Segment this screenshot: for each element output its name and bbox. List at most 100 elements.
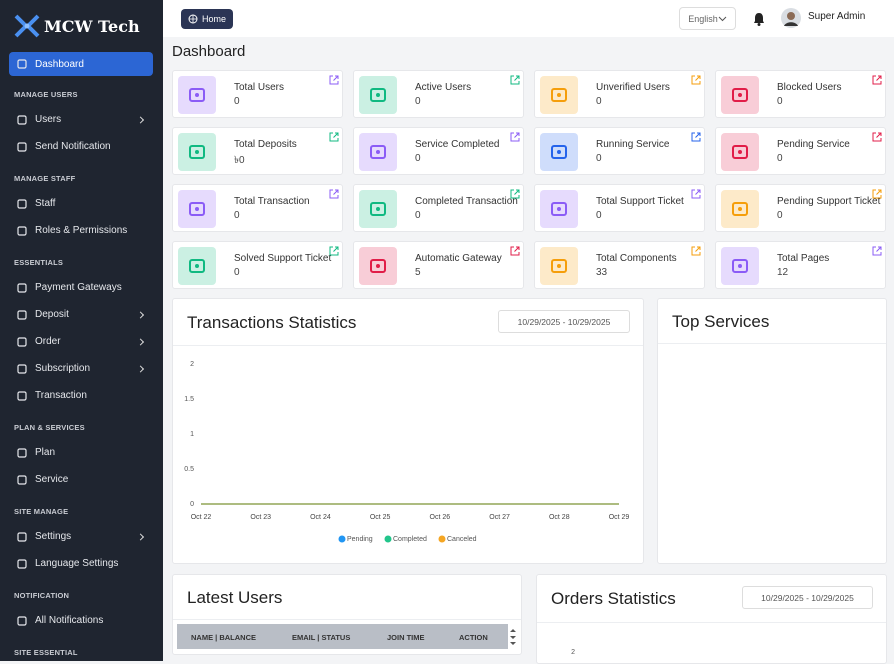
card-link[interactable] <box>329 189 339 199</box>
column-header: ACTION <box>459 633 488 642</box>
icon-dot <box>557 264 561 268</box>
card-icon <box>540 247 578 285</box>
card-icon <box>178 190 216 228</box>
legend-label: Canceled <box>447 536 477 543</box>
menu-item[interactable]: Users <box>9 106 153 133</box>
card-link[interactable] <box>691 246 701 256</box>
icon-shape <box>17 282 27 293</box>
card-label: Active Users <box>415 82 472 93</box>
x-tick-label: Oct 25 <box>370 514 391 521</box>
card-link[interactable] <box>510 75 520 85</box>
menu-icon <box>17 390 27 401</box>
brand: MCW Tech <box>14 12 140 40</box>
menu-icon <box>17 141 27 152</box>
stat-card: Total Transaction 0 <box>172 184 343 232</box>
menu-item[interactable]: Settings <box>9 523 153 550</box>
card-link[interactable] <box>510 189 520 199</box>
card-icon <box>540 133 578 171</box>
link-glyph <box>872 189 882 199</box>
card-value: 0 <box>777 96 783 107</box>
language-label: English <box>688 13 718 24</box>
card-icon <box>359 190 397 228</box>
menu-item[interactable]: Deposit <box>9 301 153 328</box>
card-link[interactable] <box>510 246 520 256</box>
icon-shape <box>17 531 27 542</box>
card-link[interactable] <box>691 189 701 199</box>
menu-item[interactable]: Language Settings <box>9 550 153 577</box>
scroll-arrows[interactable] <box>509 627 517 647</box>
home-button[interactable]: Home <box>181 9 234 29</box>
card-icon <box>721 247 759 285</box>
menu-item[interactable]: Transaction <box>9 382 153 409</box>
orders-panel: Orders Statistics 10/29/2025 - 10/29/202… <box>536 574 887 664</box>
menu-item[interactable]: Roles & Permissions <box>9 217 153 244</box>
menu-icon <box>17 282 27 293</box>
page-title: Dashboard <box>172 43 246 60</box>
icon-glyph <box>189 88 205 102</box>
card-link[interactable] <box>691 75 701 85</box>
menu-section: MANAGE USERS <box>14 90 78 99</box>
icon-glyph <box>189 202 205 216</box>
menu-icon <box>17 309 27 320</box>
y-tick-label: 2 <box>190 361 194 368</box>
menu-icon <box>17 59 27 69</box>
user-name[interactable]: Super Admin <box>808 11 866 22</box>
card-link[interactable] <box>329 75 339 85</box>
card-label: Total Support Ticket <box>596 196 684 207</box>
card-value: 0 <box>234 210 240 221</box>
card-value: ৳0 <box>234 155 245 166</box>
date-range[interactable]: 10/29/2025 - 10/29/2025 <box>498 310 630 333</box>
card-label: Total Users <box>234 82 285 93</box>
card-link[interactable] <box>872 246 882 256</box>
link-glyph <box>691 75 701 85</box>
card-link[interactable] <box>872 189 882 199</box>
y-tick-label: 1.5 <box>184 396 194 403</box>
icon-shape <box>17 615 27 626</box>
menu-section: MANAGE STAFF <box>14 174 76 183</box>
table-header: NAME | BALANCE EMAIL | STATUS JOIN TIME ACT… <box>177 624 508 649</box>
icon-glyph <box>551 88 567 102</box>
link-glyph <box>691 189 701 199</box>
card-value: 0 <box>234 96 240 107</box>
card-link[interactable] <box>329 246 339 256</box>
menu-item[interactable]: Dashboard <box>9 52 153 76</box>
card-value: 33 <box>596 267 608 278</box>
card-value: 0 <box>596 210 602 221</box>
icon-dot <box>376 150 380 154</box>
menu-item[interactable]: Staff <box>9 190 153 217</box>
stat-card: Total Components 33 <box>534 241 705 289</box>
language-select[interactable]: English <box>679 7 736 30</box>
brand-logo <box>14 14 40 38</box>
icon-shape <box>17 59 27 69</box>
card-value: 0 <box>777 153 783 164</box>
card-link[interactable] <box>872 75 882 85</box>
icon-glyph <box>370 88 386 102</box>
card-icon <box>721 190 759 228</box>
card-link[interactable] <box>872 132 882 142</box>
link-glyph <box>872 75 882 85</box>
menu-item[interactable]: Subscription <box>9 355 153 382</box>
card-label: Running Service <box>596 139 670 150</box>
icon-glyph <box>189 145 205 159</box>
menu-item[interactable]: Service <box>9 466 153 493</box>
menu-item[interactable]: Payment Gateways <box>9 274 153 301</box>
x-tick-label: Oct 28 <box>549 514 570 521</box>
menu-icon <box>17 615 27 626</box>
panel-title: Latest Users <box>187 588 283 607</box>
legend-swatch <box>338 535 346 543</box>
menu-item[interactable]: Plan <box>9 439 153 466</box>
avatar[interactable] <box>781 8 801 28</box>
stat-card: Solved Support Ticket 0 <box>172 241 343 289</box>
menu-item[interactable]: All Notifications <box>9 607 153 634</box>
card-label: Solved Support Ticket <box>234 253 332 264</box>
menu-item[interactable]: Order <box>9 328 153 355</box>
chart: 0 0.5 1 1.5 2 Oct 22 Oct 23 Oct 24 Oct 25 Oct 26 O… <box>184 361 629 543</box>
notification-bell[interactable] <box>753 12 765 26</box>
menu-item[interactable]: Send Notification <box>9 133 153 160</box>
card-value: 5 <box>415 267 421 278</box>
card-link[interactable] <box>510 132 520 142</box>
icon-dot <box>557 150 561 154</box>
date-range[interactable]: 10/29/2025 - 10/29/2025 <box>742 586 873 609</box>
card-link[interactable] <box>691 132 701 142</box>
card-link[interactable] <box>329 132 339 142</box>
